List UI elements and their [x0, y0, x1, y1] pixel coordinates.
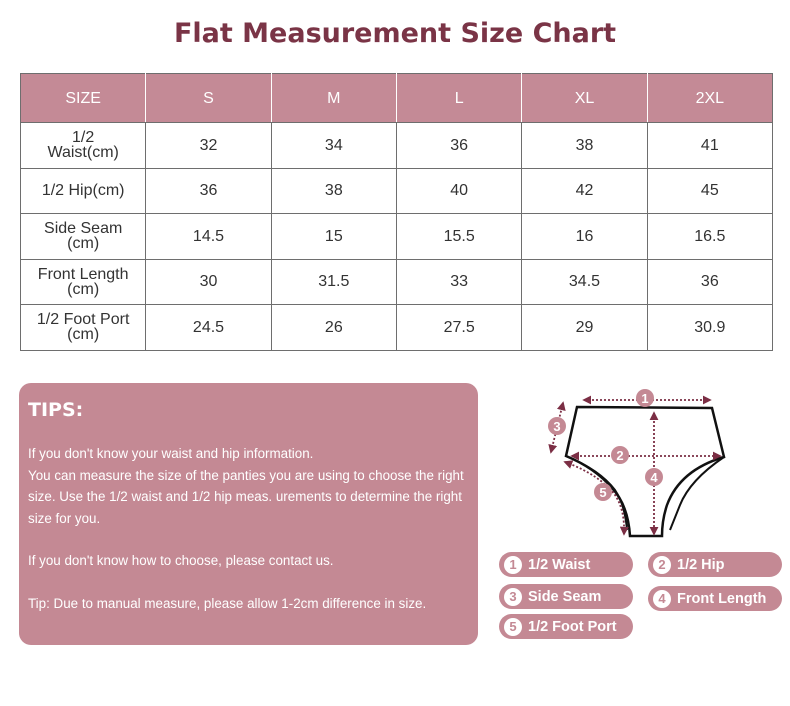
table-row: 1/2 Foot Port (cm) 24.5 26 27.5 29 30.9	[19, 304, 774, 351]
table-cell: 38	[270, 167, 397, 214]
legend-waist: 1 1/2 Waist	[499, 552, 633, 577]
legend-label: 1/2 Foot Port	[528, 618, 617, 635]
row-label: 1/2 Hip(cm)	[19, 167, 147, 214]
table-cell: 36	[646, 258, 774, 305]
table-cell: 36	[145, 167, 272, 214]
legend-label: 1/2 Waist	[528, 556, 591, 573]
table-cell: 33	[395, 258, 523, 305]
table-cell: 45	[646, 167, 774, 214]
table-cell: 14.5	[145, 213, 272, 260]
legend-label: 1/2 Hip	[677, 556, 725, 573]
table-cell: 26	[270, 304, 397, 351]
legend-number: 3	[504, 587, 522, 606]
tips-text: If you don't know how to choose, please …	[28, 553, 334, 568]
column-header: S	[145, 73, 272, 123]
marker-1: 1	[641, 391, 648, 406]
panty-outline	[564, 405, 726, 538]
table-cell: 31.5	[270, 258, 397, 305]
table-row: Front Length (cm) 30 31.5 33 34.5 36	[19, 258, 774, 305]
table-cell: 34	[270, 122, 397, 169]
table-cell: 15.5	[395, 213, 523, 260]
table-cell: 30.9	[646, 304, 774, 351]
column-header: L	[395, 73, 523, 123]
legend-foot-port: 5 1/2 Foot Port	[499, 614, 633, 639]
legend-label: Front Length	[677, 590, 767, 607]
marker-4: 4	[650, 470, 658, 485]
table-cell: 30	[145, 258, 272, 305]
column-header: 2XL	[646, 73, 774, 123]
table-cell: 34.5	[521, 258, 648, 305]
legend-hip: 2 1/2 Hip	[648, 552, 782, 577]
table-cell: 32	[145, 122, 272, 169]
panty-diagram: 1 2 3 4 5	[548, 389, 726, 538]
size-chart-table: SIZE S M L XL 2XL 1/2 Waist(cm) 32 34 36 38 41 1/2 …	[19, 73, 774, 351]
tips-text: You can measure the size of the panties …	[28, 467, 464, 526]
legend-front-length: 4 Front Length	[648, 586, 782, 611]
column-header: XL	[521, 73, 648, 123]
legend-number: 4	[653, 589, 671, 608]
table-cell: 24.5	[145, 304, 272, 351]
legend-number: 2	[653, 555, 671, 574]
table-cell: 41	[646, 122, 774, 169]
row-label: 1/2 Foot Port (cm)	[19, 304, 147, 351]
legend-number: 5	[504, 617, 522, 636]
tips-text: If you don't know your waist and hip inf…	[28, 446, 314, 461]
marker-5: 5	[599, 485, 606, 500]
tips-box: TIPS: If you don't know your waist and h…	[19, 383, 478, 645]
table-cell: 16	[521, 213, 648, 260]
legend-number: 1	[504, 555, 522, 574]
marker-2: 2	[616, 448, 623, 463]
tips-heading: TIPS:	[28, 399, 84, 421]
table-row: 1/2 Hip(cm) 36 38 40 42 45	[19, 167, 774, 214]
table-cell: 29	[521, 304, 648, 351]
tips-text: Tip: Due to manual measure, please allow…	[28, 595, 427, 611]
legend-label: Side Seam	[528, 588, 602, 605]
table-row: 1/2 Waist(cm) 32 34 36 38 41	[19, 122, 774, 169]
table-cell: 38	[521, 122, 648, 169]
table-row: Side Seam (cm) 14.5 15 15.5 16 16.5	[19, 213, 774, 260]
table-cell: 15	[270, 213, 397, 260]
table-cell: 16.5	[646, 213, 774, 260]
table-cell: 27.5	[395, 304, 523, 351]
diagram-markers	[548, 389, 663, 501]
table-cell: 42	[521, 167, 648, 214]
page-title: Flat Measurement Size Chart	[173, 18, 617, 49]
row-label: Front Length (cm)	[19, 258, 147, 305]
row-label: Side Seam (cm)	[19, 213, 147, 260]
legend-side-seam: 3 Side Seam	[499, 584, 633, 609]
column-header: M	[270, 73, 397, 123]
table-cell: 40	[395, 167, 523, 214]
column-header: SIZE	[19, 73, 147, 123]
row-label: 1/2 Waist(cm)	[19, 122, 147, 169]
table-header-row: SIZE S M L XL 2XL	[19, 73, 774, 123]
table-cell: 36	[395, 122, 523, 169]
marker-3: 3	[553, 419, 560, 434]
measure-lines	[548, 395, 722, 536]
